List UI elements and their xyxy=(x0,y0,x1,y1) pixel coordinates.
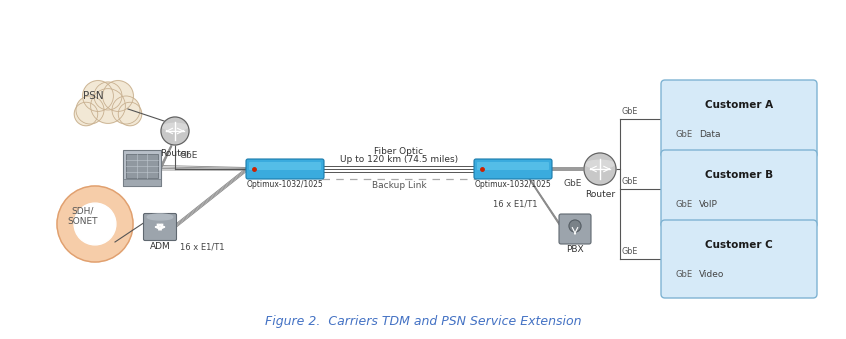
Text: Up to 120 km (74.5 miles): Up to 120 km (74.5 miles) xyxy=(340,155,458,163)
Text: Customer A: Customer A xyxy=(705,100,773,110)
FancyBboxPatch shape xyxy=(559,214,591,244)
FancyBboxPatch shape xyxy=(661,220,817,298)
Text: Customer B: Customer B xyxy=(705,170,773,180)
Text: Optimux-1032/1025: Optimux-1032/1025 xyxy=(475,180,552,189)
FancyBboxPatch shape xyxy=(661,80,817,158)
Text: ADM: ADM xyxy=(150,242,170,251)
FancyBboxPatch shape xyxy=(249,162,321,170)
Text: Video: Video xyxy=(699,270,724,279)
Text: Router: Router xyxy=(160,149,190,158)
Text: GbE: GbE xyxy=(563,179,581,188)
Circle shape xyxy=(74,102,98,126)
Text: GbE: GbE xyxy=(675,130,692,139)
Text: PSN: PSN xyxy=(83,91,103,101)
Text: SDH/
SONET: SDH/ SONET xyxy=(68,206,98,226)
Circle shape xyxy=(584,153,616,185)
FancyBboxPatch shape xyxy=(477,162,549,170)
FancyBboxPatch shape xyxy=(123,150,161,186)
Text: Backup Link: Backup Link xyxy=(371,181,426,191)
Circle shape xyxy=(83,81,113,112)
Circle shape xyxy=(91,88,125,123)
FancyBboxPatch shape xyxy=(474,159,552,179)
Ellipse shape xyxy=(585,160,614,168)
Circle shape xyxy=(102,81,134,112)
FancyBboxPatch shape xyxy=(246,159,324,179)
Text: PBX: PBX xyxy=(566,245,584,254)
Text: GbE: GbE xyxy=(622,177,639,186)
Circle shape xyxy=(112,96,140,124)
Text: Fiber Optic: Fiber Optic xyxy=(375,146,424,156)
FancyBboxPatch shape xyxy=(144,214,177,240)
Text: GbE: GbE xyxy=(675,270,692,279)
Text: Figure 2.  Carriers TDM and PSN Service Extension: Figure 2. Carriers TDM and PSN Service E… xyxy=(265,315,581,327)
Text: Customer C: Customer C xyxy=(705,240,773,250)
Circle shape xyxy=(76,96,104,124)
Text: Router: Router xyxy=(585,190,615,199)
FancyBboxPatch shape xyxy=(661,150,817,228)
Circle shape xyxy=(161,117,189,145)
Text: GbE: GbE xyxy=(622,247,639,256)
Text: VoIP: VoIP xyxy=(699,200,718,209)
Text: GbE: GbE xyxy=(622,107,639,116)
Circle shape xyxy=(569,220,581,232)
Circle shape xyxy=(94,82,122,110)
Circle shape xyxy=(57,186,133,262)
Text: Data: Data xyxy=(699,130,721,139)
Circle shape xyxy=(74,203,116,245)
Text: 16 x E1/T1: 16 x E1/T1 xyxy=(180,242,224,252)
Text: GbE: GbE xyxy=(675,200,692,209)
Text: Optimux-1032/1025: Optimux-1032/1025 xyxy=(247,180,323,189)
FancyBboxPatch shape xyxy=(123,179,161,186)
Circle shape xyxy=(118,102,142,126)
FancyBboxPatch shape xyxy=(126,154,158,178)
Ellipse shape xyxy=(162,123,188,130)
Text: 16 x E1/T1: 16 x E1/T1 xyxy=(493,199,537,208)
Text: GbE: GbE xyxy=(179,151,197,160)
Ellipse shape xyxy=(147,214,173,220)
